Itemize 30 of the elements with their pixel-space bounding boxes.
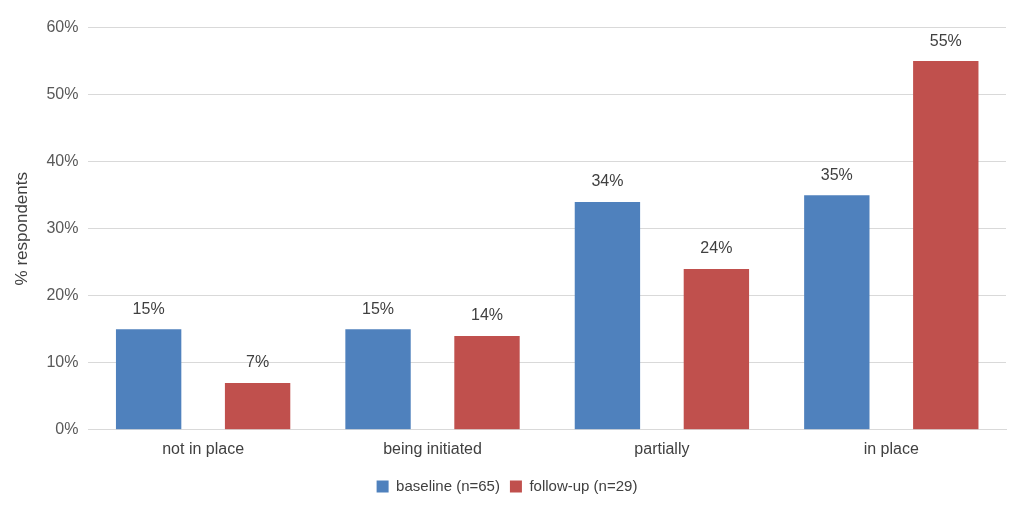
bar xyxy=(574,201,641,430)
legend-label: follow-up (n=29) xyxy=(529,476,638,494)
x-tick-label: being initiated xyxy=(383,439,482,457)
x-tick-label: in place xyxy=(863,439,919,457)
x-tick-label: partially xyxy=(634,439,690,457)
data-label: 24% xyxy=(700,239,733,257)
data-label: 55% xyxy=(929,31,962,49)
y-tick-label: 20% xyxy=(46,286,79,304)
x-tick-label: not in place xyxy=(162,439,245,457)
data-label: 14% xyxy=(470,306,504,324)
data-label: 35% xyxy=(820,165,853,183)
y-tick-label: 60% xyxy=(46,18,79,36)
y-tick-label: 10% xyxy=(46,353,79,371)
data-label: 15% xyxy=(132,299,165,317)
y-tick-label: 0% xyxy=(55,420,79,438)
y-tick-label: 50% xyxy=(46,85,79,103)
bar xyxy=(224,382,291,430)
bar xyxy=(683,268,750,430)
bar xyxy=(804,195,870,430)
legend-label: baseline (n=65) xyxy=(396,476,500,494)
y-axis-title: % respondents xyxy=(11,172,31,286)
data-label: 7% xyxy=(246,353,270,371)
bar xyxy=(913,61,979,430)
data-label: 15% xyxy=(362,299,395,317)
y-tick-label: 30% xyxy=(46,219,79,237)
y-tick-label: 40% xyxy=(46,152,79,170)
bar xyxy=(345,329,411,430)
bar xyxy=(115,329,182,430)
data-label: 34% xyxy=(591,172,624,190)
bar xyxy=(454,335,520,430)
